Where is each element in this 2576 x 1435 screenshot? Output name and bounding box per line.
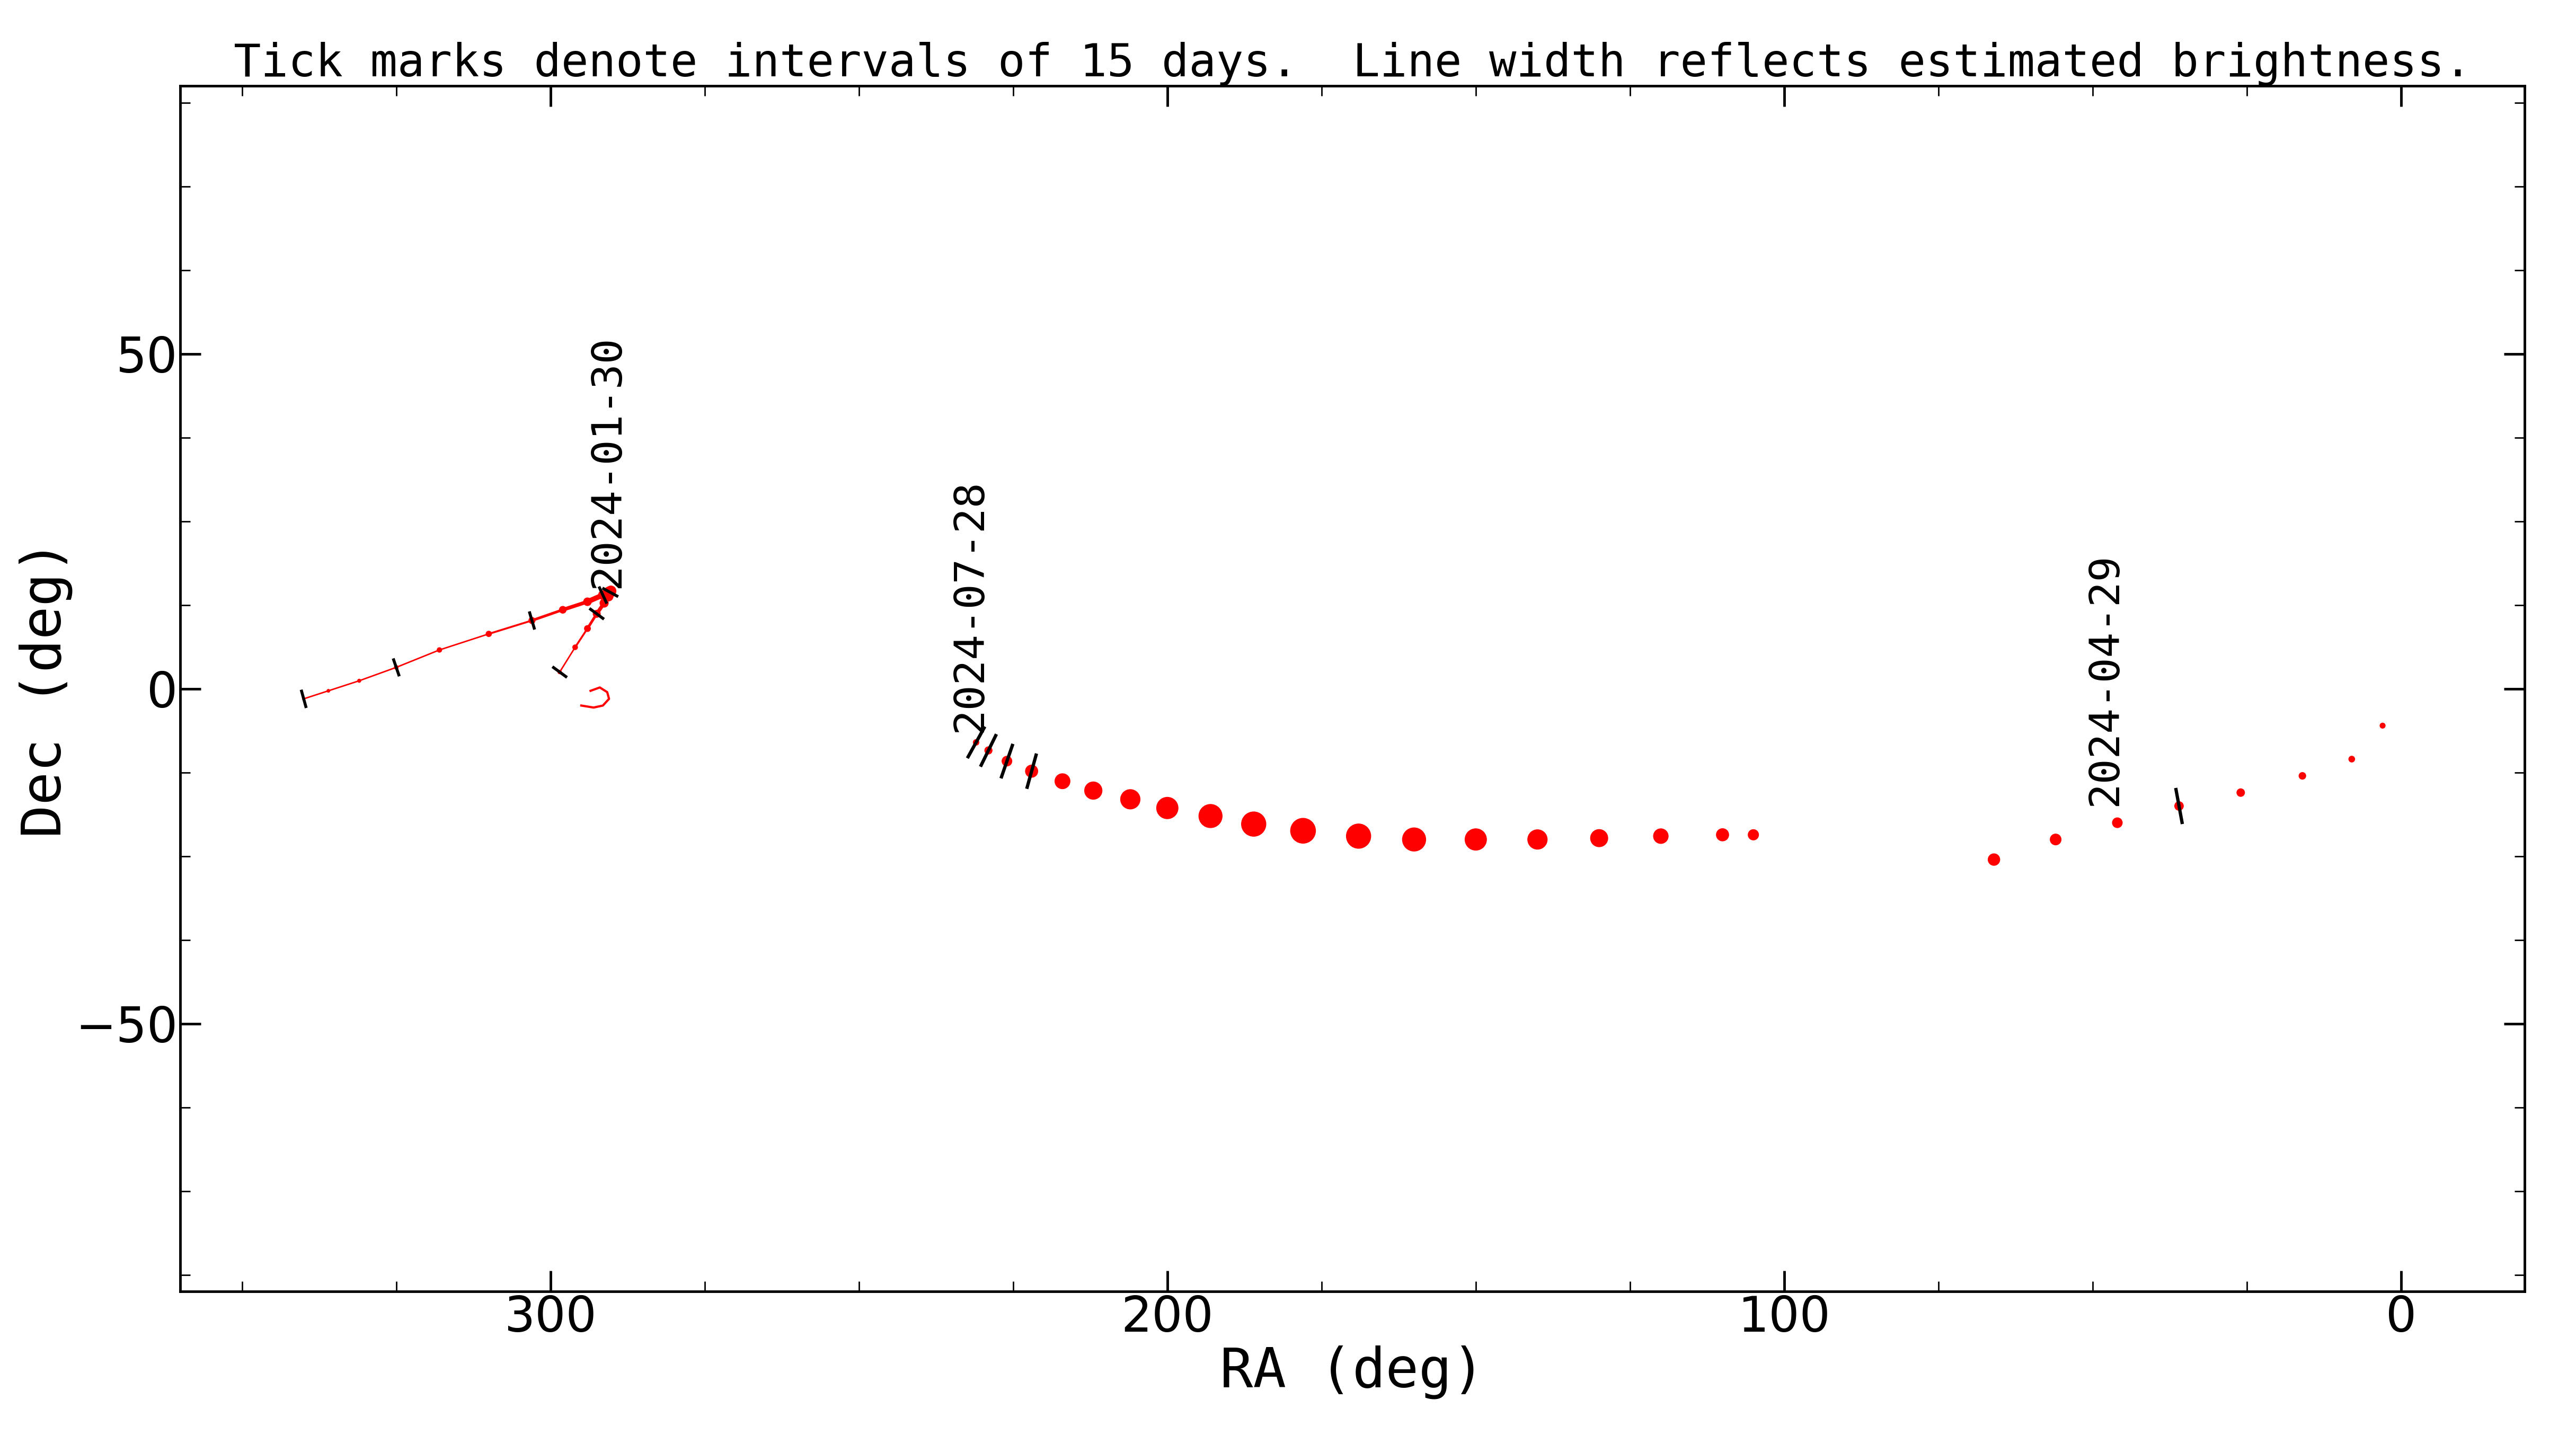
Point (420, 639, 461, 662)
Point (2035, 828, 2076, 851)
Point (1146, 796, 1188, 819)
Point (585, 591, 626, 614)
Point (1973, 848, 2014, 871)
Point (987, 749, 1028, 772)
X-axis label: RA (deg): RA (deg) (1221, 1345, 1484, 1399)
Point (510, 608, 551, 631)
Point (2097, 811, 2138, 834)
Point (469, 623, 510, 646)
Point (969, 739, 1010, 762)
Point (337, 669, 379, 692)
Point (2221, 781, 2262, 804)
Point (1517, 828, 1558, 851)
Point (587, 580, 629, 603)
Point (567, 590, 608, 613)
Point (554, 636, 595, 659)
Point (2159, 795, 2200, 818)
Point (590, 581, 631, 604)
Point (587, 585, 629, 608)
Point (956, 730, 997, 753)
Point (1283, 819, 1324, 842)
Point (1455, 828, 1497, 851)
Y-axis label: Dec (deg): Dec (deg) (18, 540, 72, 838)
Text: 2024-04-29: 2024-04-29 (2084, 552, 2125, 806)
Point (1234, 812, 1275, 835)
Point (1579, 827, 1620, 850)
Text: 2024-07-28: 2024-07-28 (951, 479, 989, 732)
Point (582, 584, 623, 607)
Point (577, 603, 618, 626)
Point (538, 660, 580, 683)
Point (1041, 769, 1082, 792)
Point (376, 656, 417, 679)
Point (567, 617, 608, 640)
Point (1734, 824, 1775, 847)
Point (1337, 825, 1378, 848)
Point (1703, 824, 1744, 847)
Point (1072, 779, 1113, 802)
Point (1190, 805, 1231, 828)
Point (1394, 828, 1435, 851)
Point (590, 580, 631, 603)
Point (307, 679, 348, 702)
Point (283, 687, 325, 710)
Point (2282, 765, 2324, 788)
Title: Tick marks denote intervals of 15 days.  Line width reflects estimated brightnes: Tick marks denote intervals of 15 days. … (234, 42, 2470, 86)
Text: 2024-01-30: 2024-01-30 (587, 336, 629, 588)
Point (2362, 715, 2403, 738)
Point (541, 598, 582, 621)
Point (1010, 759, 1051, 782)
Point (1641, 825, 1682, 848)
Point (2331, 748, 2372, 771)
Point (1110, 788, 1151, 811)
